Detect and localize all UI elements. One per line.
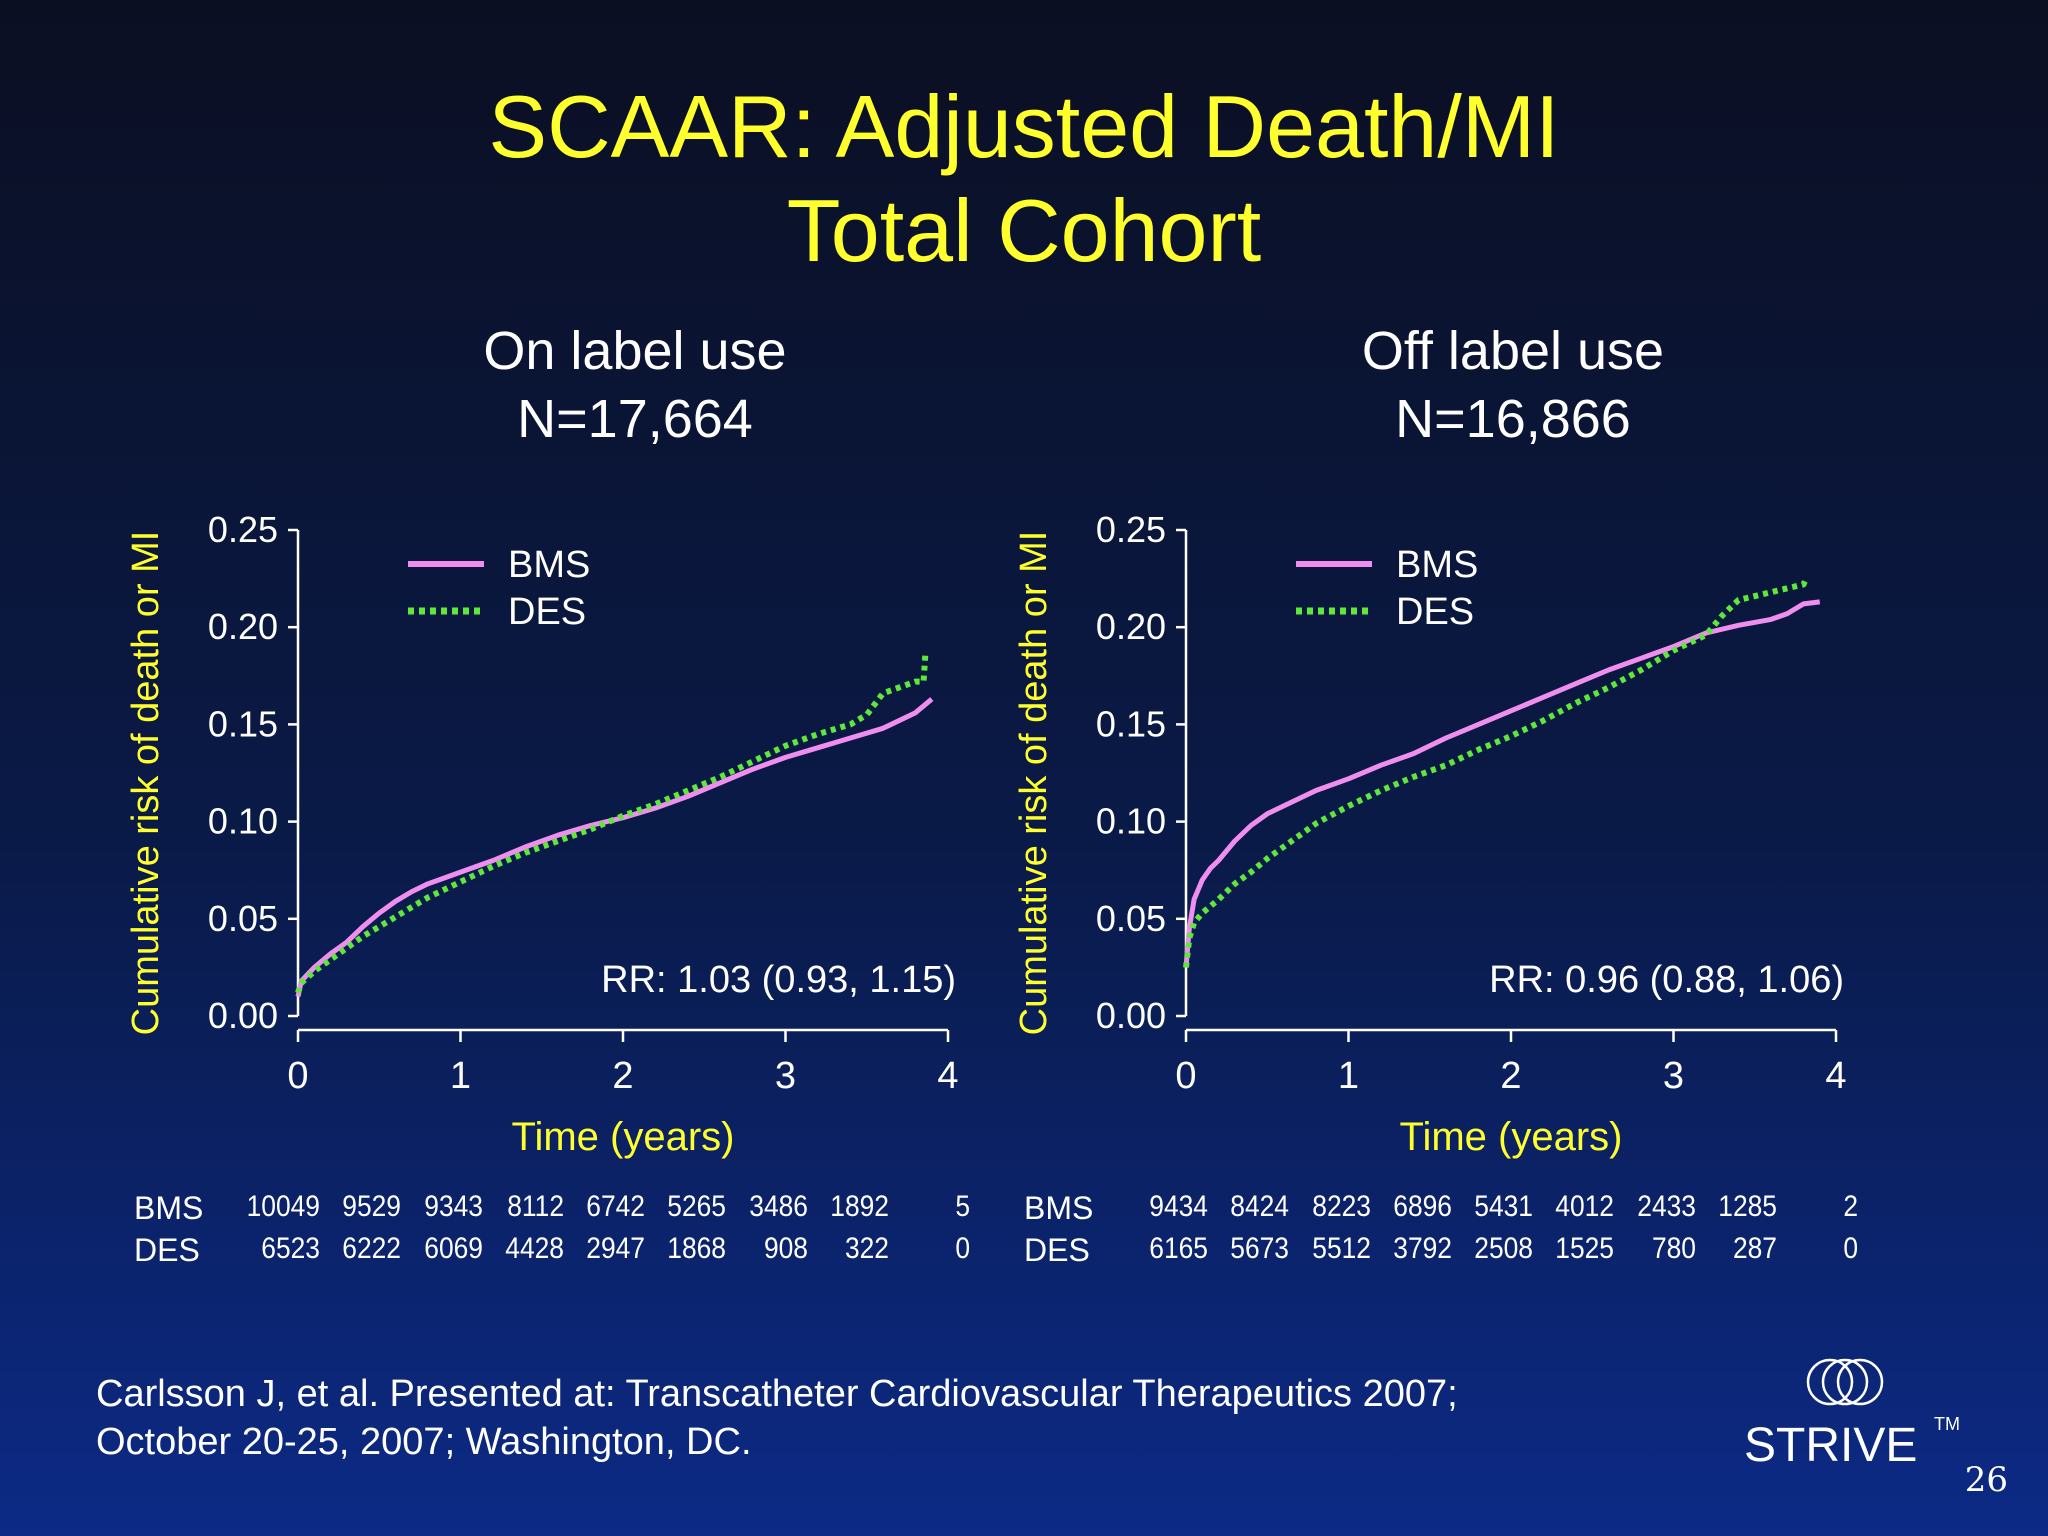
y-tick-label: 0.00: [1096, 995, 1166, 1036]
left-at-risk-table: BMS 10049 9529 9343 8112 6742 5265 3486 1892 5 DES…: [134, 1190, 974, 1280]
at-risk-count: 9529: [342, 1190, 402, 1223]
citation-line-2: October 20-25, 2007; Washington, DC.: [96, 1421, 752, 1463]
x-tick-label: 3: [775, 1055, 796, 1097]
y-tick-label: 0.00: [208, 995, 278, 1036]
at-risk-count: 0: [1843, 1232, 1858, 1265]
logo-trademark: TM: [1934, 1414, 1960, 1434]
at-risk-row-bms: BMS 9434 8424 8223 6896 5431 4012 2433 1285 2: [1024, 1190, 1864, 1230]
y-tick-label: 0.05: [208, 898, 278, 939]
series-line-des: [1183, 575, 1810, 968]
at-risk-row-des: DES 6523 6222 6069 4428 2947 1868 908 322 0: [134, 1232, 974, 1272]
at-risk-count: 2: [1843, 1190, 1858, 1223]
y-axis-label: Cumulative risk of death or MI: [1013, 531, 1055, 1036]
citation: Carlsson J, et al. Presented at: Transca…: [96, 1370, 1596, 1466]
at-risk-group-label: BMS: [1024, 1190, 1094, 1226]
citation-line-1: Carlsson J, et al. Presented at: Transca…: [96, 1373, 1458, 1415]
at-risk-count: 908: [763, 1232, 808, 1265]
legend-label-bms: BMS: [508, 544, 590, 586]
rr-annotation: RR: 1.03 (0.93, 1.15): [601, 959, 956, 1001]
slide-title-line-2: Total Cohort: [786, 181, 1262, 280]
x-tick-label: 1: [1338, 1055, 1359, 1097]
three-rings-icon: [1806, 1358, 1884, 1406]
at-risk-count: 6165: [1149, 1232, 1208, 1265]
legend-label-bms: BMS: [1396, 544, 1478, 586]
at-risk-count: 8112: [506, 1190, 564, 1223]
x-tick-label: 4: [937, 1055, 958, 1097]
y-tick-label: 0.15: [1096, 703, 1166, 744]
at-risk-count: 287: [1732, 1232, 1777, 1265]
y-tick-label: 0.10: [208, 801, 278, 842]
at-risk-count: 2947: [586, 1232, 645, 1265]
x-tick-label: 0: [287, 1055, 308, 1097]
x-axis-label: Time (years): [1400, 1115, 1623, 1159]
x-tick-label: 4: [1825, 1055, 1846, 1097]
series-line-bms: [1183, 599, 1821, 968]
at-risk-count: 5512: [1311, 1232, 1371, 1265]
left-panel-title: On label use: [483, 321, 787, 381]
series-line-des: [295, 654, 929, 994]
at-risk-count: 10049: [246, 1190, 320, 1223]
at-risk-count: 1525: [1555, 1232, 1615, 1265]
at-risk-count: 4428: [505, 1232, 564, 1265]
at-risk-count: 4012: [1555, 1190, 1615, 1223]
y-tick-label: 0.25: [1096, 509, 1166, 550]
x-tick-label: 3: [1663, 1055, 1684, 1097]
right-at-risk-table: BMS 9434 8424 8223 6896 5431 4012 2433 1285 2 DES 6…: [1024, 1190, 1864, 1280]
at-risk-count: 6222: [342, 1232, 402, 1265]
at-risk-count: 8424: [1230, 1190, 1290, 1223]
y-axis-label: Cumulative risk of death or MI: [125, 531, 167, 1036]
at-risk-count: 1892: [830, 1190, 889, 1223]
at-risk-count: 322: [844, 1232, 889, 1265]
y-tick-label: 0.15: [208, 703, 278, 744]
at-risk-count: 3486: [748, 1190, 808, 1223]
series-line-bms: [295, 697, 934, 998]
legend-label-des: DES: [1396, 591, 1474, 633]
at-risk-count: 8223: [1311, 1190, 1371, 1223]
x-tick-label: 2: [612, 1055, 633, 1097]
y-tick-label: 0.25: [208, 509, 278, 550]
logo-wordmark: STRIVE: [1744, 1419, 1918, 1472]
y-tick-label: 0.20: [208, 606, 278, 647]
page-number: 26: [1964, 1460, 2008, 1500]
x-axis-label: Time (years): [512, 1115, 735, 1159]
at-risk-group-label: BMS: [134, 1190, 204, 1226]
y-tick-label: 0.20: [1096, 606, 1166, 647]
at-risk-count: 6742: [586, 1190, 645, 1223]
at-risk-count: 5: [955, 1190, 970, 1223]
x-tick-label: 2: [1500, 1055, 1521, 1097]
x-tick-label: 1: [450, 1055, 471, 1097]
legend-label-des: DES: [508, 591, 586, 633]
right-panel-n: N=16,866: [1395, 389, 1631, 449]
at-risk-count: 1285: [1718, 1190, 1777, 1223]
y-tick-label: 0.10: [1096, 801, 1166, 842]
slide-title-line-1: SCAAR: Adjusted Death/MI: [488, 77, 1560, 176]
at-risk-count: 5431: [1474, 1190, 1533, 1223]
left-panel-n: N=17,664: [517, 389, 753, 449]
at-risk-group-label: DES: [134, 1232, 200, 1268]
at-risk-count: 5265: [667, 1190, 727, 1223]
right-panel-title: Off label use: [1361, 321, 1665, 381]
at-risk-count: 1868: [667, 1232, 727, 1265]
at-risk-count: 0: [955, 1232, 970, 1265]
at-risk-count: 2433: [1636, 1190, 1696, 1223]
at-risk-count: 6069: [423, 1232, 483, 1265]
at-risk-count: 6896: [1393, 1190, 1452, 1223]
at-risk-row-des: DES 6165 5673 5512 3792 2508 1525 780 287 0: [1024, 1232, 1864, 1272]
rr-annotation: RR: 0.96 (0.88, 1.06): [1489, 959, 1844, 1001]
at-risk-count: 5673: [1230, 1232, 1290, 1265]
at-risk-count: 9343: [423, 1190, 483, 1223]
at-risk-count: 2508: [1474, 1232, 1533, 1265]
x-tick-label: 0: [1175, 1055, 1196, 1097]
at-risk-count: 780: [1651, 1232, 1696, 1265]
at-risk-group-label: DES: [1024, 1232, 1090, 1268]
at-risk-count: 6523: [261, 1232, 320, 1265]
y-tick-label: 0.05: [1096, 898, 1166, 939]
at-risk-row-bms: BMS 10049 9529 9343 8112 6742 5265 3486 1892 5: [134, 1190, 974, 1230]
at-risk-count: 3792: [1393, 1232, 1452, 1265]
strive-logo: STRIVE TM: [1744, 1352, 1974, 1482]
at-risk-count: 9434: [1149, 1190, 1208, 1223]
